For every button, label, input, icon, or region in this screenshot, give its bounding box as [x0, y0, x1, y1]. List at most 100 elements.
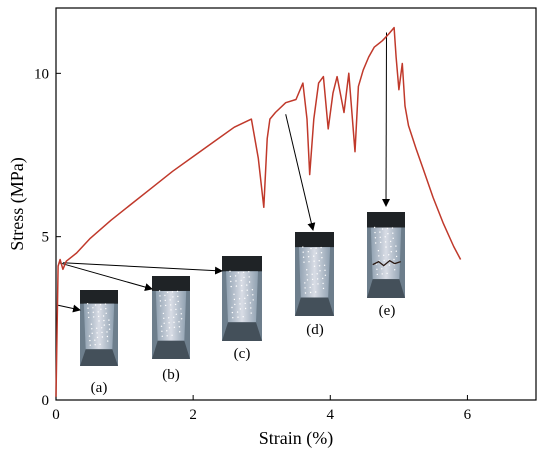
speckle-dot [96, 327, 98, 329]
speckle-dot [390, 245, 392, 248]
specimen-gauge [226, 271, 258, 323]
speckle-dot [302, 256, 305, 258]
speckle-dot [100, 308, 102, 310]
speckle-dot [96, 332, 98, 334]
speckle-dot [388, 254, 390, 256]
specimen-photos [80, 212, 405, 366]
speckle-dot [302, 246, 304, 248]
speckle-dot [171, 334, 173, 336]
speckle-dot [318, 260, 320, 262]
speckle-dot [235, 285, 238, 287]
speckle-dot [233, 293, 235, 295]
x-axis-title: Strain (%) [259, 428, 333, 449]
speckle-dot [87, 307, 89, 309]
lower-grip [80, 349, 118, 366]
annotation-arrow [382, 32, 391, 207]
speckle-dot [395, 250, 397, 252]
speckle-dot [394, 269, 396, 271]
speckle-dot [233, 298, 236, 301]
speckle-dot [243, 276, 245, 279]
speckle-dot [236, 311, 239, 313]
speckle-dot [161, 330, 163, 332]
speckle-dot [165, 304, 167, 307]
speckle-dot [169, 304, 172, 306]
speckle-dot [240, 279, 242, 282]
speckle-dot [381, 273, 383, 275]
speckle-dot [97, 311, 99, 313]
speckle-dot [302, 251, 304, 253]
speckle-dot [321, 257, 323, 259]
speckle-dot [242, 316, 244, 318]
x-tick-label: 0 [52, 407, 60, 423]
speckle-dot [384, 236, 386, 238]
speckle-dot [162, 312, 165, 315]
speckle-dot [91, 332, 93, 334]
speckle-dot [163, 317, 165, 319]
speckle-dot [101, 336, 104, 338]
speckle-dot [322, 277, 324, 280]
speckle-dot [316, 278, 319, 280]
speckle-dot [160, 325, 163, 327]
speckle-dot [179, 331, 181, 333]
speckle-dot [311, 278, 314, 281]
lower-grip [222, 322, 262, 341]
speckle-dot [86, 303, 89, 305]
speckle-dot [316, 273, 318, 275]
speckle-dot [250, 312, 252, 314]
speckle-dot [99, 343, 101, 345]
speckle-dot [311, 273, 313, 275]
speckle-dot [379, 236, 381, 238]
speckle-dot [93, 316, 95, 318]
speckle-dot [392, 237, 394, 239]
speckle-dot [234, 275, 237, 277]
speckle-dot [176, 290, 179, 293]
speckle-dot [324, 269, 326, 271]
speckle-dot [323, 264, 326, 266]
speckle-dot [324, 274, 327, 276]
speckle-dot [387, 233, 389, 235]
speckle-dot [161, 335, 163, 337]
speckle-dot [381, 268, 383, 270]
speckle-dot [313, 265, 316, 267]
speckle-dot [373, 226, 376, 229]
speckle-dot [306, 269, 308, 271]
speckle-dot [375, 242, 377, 244]
speckle-dot [90, 323, 93, 325]
speckle-dot [388, 264, 391, 266]
plot-frame [55, 7, 537, 401]
speckle-dot [229, 275, 232, 278]
speckle-dot [374, 231, 376, 234]
annotation-arrow [62, 262, 223, 275]
speckle-dot [252, 299, 254, 301]
photo-label: (d) [306, 322, 324, 338]
speckle-dot [178, 326, 181, 328]
fracture-crack [372, 259, 401, 267]
speckle-dot [174, 303, 177, 306]
speckle-dot [306, 274, 308, 276]
y-tick-label: 5 [42, 230, 50, 246]
speckle-dot [168, 327, 171, 329]
speckle-dot [92, 311, 95, 313]
speckle-dot [250, 307, 252, 309]
speckle-dot [164, 294, 166, 297]
speckle-dot [309, 286, 311, 289]
speckle-dot [108, 319, 110, 321]
speckle-dot [304, 292, 307, 294]
speckle-dot [249, 302, 252, 304]
y-axis-title: Stress (MPa) [7, 157, 28, 251]
speckle-dot [385, 246, 387, 248]
annotation-arrow [59, 262, 153, 291]
speckle-dot [309, 291, 312, 294]
speckle-dot [231, 311, 234, 314]
speckle-dot [108, 324, 111, 326]
specimen-photo [222, 256, 262, 341]
speckle-dot [106, 335, 109, 338]
speckle-dot [105, 312, 107, 314]
speckle-dot [163, 322, 165, 324]
speckle-dot [244, 297, 246, 299]
speckle-dot [230, 285, 232, 288]
specimen-photo [367, 212, 405, 298]
upper-grip [367, 212, 405, 228]
speckle-dot [379, 231, 381, 233]
